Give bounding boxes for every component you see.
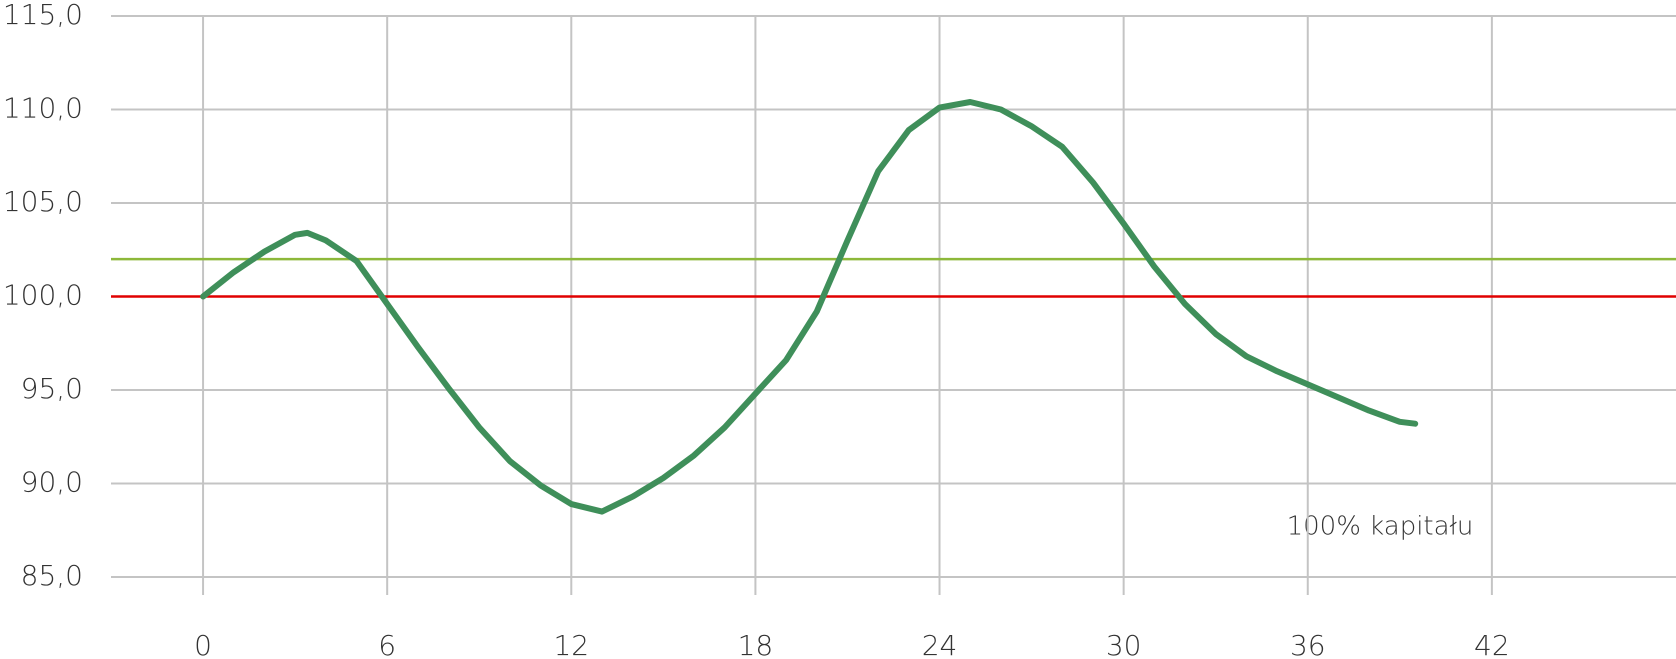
y-tick-label: 90,0 <box>21 466 83 499</box>
y-tick-label: 105,0 <box>3 185 83 218</box>
y-tick-label: 100,0 <box>3 279 83 312</box>
x-tick-label: 42 <box>1474 629 1510 659</box>
x-tick-label: 24 <box>922 629 958 659</box>
y-tick-label: 95,0 <box>21 372 83 405</box>
annotation: 100% kapitału <box>1287 512 1474 542</box>
x-tick-label: 6 <box>378 629 396 659</box>
x-tick-label: 18 <box>738 629 774 659</box>
y-tick-label: 85,0 <box>21 559 83 592</box>
data-line <box>200 99 1419 515</box>
y-tick-label: 110,0 <box>3 92 83 125</box>
y-tick-label: 115,0 <box>3 0 83 31</box>
x-tick-label: 12 <box>553 629 589 659</box>
x-tick-label: 36 <box>1290 629 1326 659</box>
x-tick-label: 30 <box>1106 629 1142 659</box>
x-tick-label: 0 <box>194 629 212 659</box>
